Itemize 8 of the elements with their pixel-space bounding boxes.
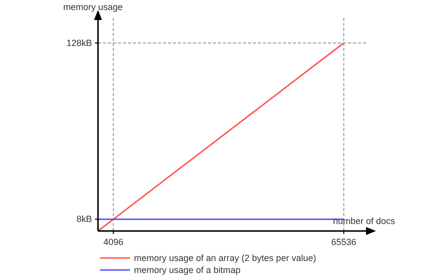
legend-label: memory usage of an array (2 bytes per value) bbox=[134, 253, 316, 263]
y-tick-label: 8kB bbox=[76, 214, 92, 224]
x-tick-label: 65536 bbox=[331, 237, 356, 247]
x-tick-label: 4096 bbox=[103, 237, 124, 247]
x-axis-title: number of docs bbox=[332, 216, 396, 226]
y-axis-title: memory usage bbox=[63, 2, 123, 12]
legend-label: memory usage of a bitmap bbox=[134, 265, 241, 275]
y-tick-label: 128kB bbox=[66, 38, 92, 48]
